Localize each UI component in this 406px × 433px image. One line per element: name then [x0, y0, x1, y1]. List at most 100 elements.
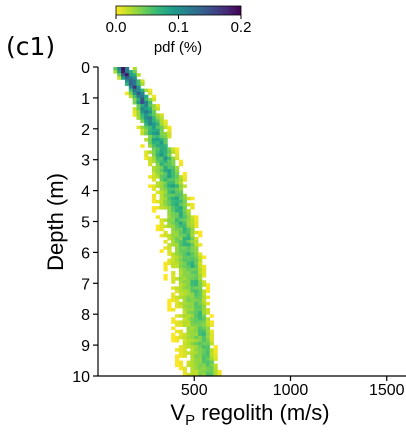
heatmap-cell [163, 162, 168, 167]
heatmap-cell [198, 230, 203, 235]
heatmap-cell [182, 320, 187, 324]
heatmap-cell [175, 286, 180, 290]
heatmap-cell [171, 233, 176, 238]
heatmap-cell [182, 184, 187, 188]
heatmap-cell [190, 274, 195, 278]
heatmap-cell [163, 178, 168, 182]
heatmap-cell [159, 125, 164, 130]
heatmap-cell [148, 159, 153, 164]
heatmap-cell [186, 236, 191, 241]
heatmap-cell [178, 193, 184, 198]
heatmap-cell [163, 187, 168, 191]
heatmap-cell [140, 104, 145, 108]
heatmap-cell [167, 125, 172, 130]
heatmap-cell [178, 227, 184, 232]
heatmap-cell [151, 128, 157, 133]
heatmap-cell [128, 73, 134, 77]
heatmap-cell [194, 224, 199, 229]
heatmap-cell [117, 70, 122, 74]
heatmap-cell [194, 320, 199, 324]
heatmap-cell [167, 172, 172, 176]
heatmap-cell [140, 131, 145, 136]
heatmap-cell [128, 79, 134, 83]
heatmap-cell [182, 255, 187, 259]
heatmap-cell [178, 304, 184, 309]
heatmap-cell [151, 134, 157, 139]
heatmap-cell [186, 221, 191, 225]
heatmap-cell [213, 363, 218, 368]
heatmap-cell [132, 76, 137, 80]
heatmap-cell [171, 150, 176, 154]
heatmap-cell [151, 144, 157, 148]
heatmap-cell [194, 304, 199, 309]
heatmap-cell [190, 221, 195, 225]
colorbar-tick-label: 0.2 [231, 19, 252, 36]
heatmap-cell [167, 206, 172, 210]
heatmap-cell [194, 369, 199, 374]
heatmap-cell [159, 206, 164, 210]
heatmap-cell [194, 363, 199, 368]
heatmap-cell [163, 184, 168, 188]
heatmap-cell [155, 131, 160, 136]
heatmap-cell [186, 335, 191, 340]
colorbar-tick-label: 0.1 [168, 19, 189, 36]
heatmap-cell [136, 82, 141, 86]
heatmap-cell [186, 292, 191, 297]
heatmap-cell [171, 264, 176, 269]
heatmap-cell [163, 168, 168, 173]
heatmap-cell [163, 134, 168, 139]
heatmap-cell [182, 209, 187, 213]
heatmap-cell [148, 125, 153, 130]
heatmap-cell [194, 270, 199, 275]
heatmap-cell [171, 320, 176, 324]
heatmap-cell [155, 138, 160, 142]
heatmap-cell [186, 289, 191, 293]
heatmap-cell [113, 67, 118, 71]
heatmap-cell [178, 178, 184, 182]
heatmap-cell [182, 338, 187, 343]
heatmap-cell [148, 100, 153, 105]
colorbar-tick-label: 0.0 [106, 19, 127, 36]
heatmap-cell [190, 308, 195, 312]
heatmap-cell [194, 243, 199, 247]
heatmap-cell [190, 360, 195, 365]
heatmap-cell [159, 156, 164, 161]
heatmap-cell [175, 301, 180, 306]
heatmap-cell [186, 230, 191, 235]
heatmap-cell [190, 264, 195, 269]
heatmap-cell [178, 240, 184, 244]
heatmap-cell [186, 202, 191, 207]
heatmap-cell [132, 100, 137, 105]
panel-label: (c1) [6, 32, 56, 61]
heatmap-cell [167, 304, 172, 309]
heatmap-cell [144, 156, 149, 161]
heatmap-cell [178, 187, 184, 191]
heatmap-cell [194, 338, 199, 343]
heatmap-cell [175, 196, 180, 201]
heatmap-cell [132, 82, 137, 86]
heatmap-cell [163, 267, 168, 272]
heatmap-cell [159, 196, 164, 201]
heatmap-cell [194, 267, 199, 272]
heatmap-cell [148, 104, 153, 108]
heatmap-cell [144, 94, 149, 99]
heatmap-cell [132, 97, 137, 102]
heatmap-cell [201, 372, 207, 377]
heatmap-cell [163, 175, 168, 179]
heatmap-cell [155, 113, 160, 117]
heatmap-cell [198, 335, 203, 340]
heatmap-cell [205, 317, 211, 321]
heatmap-cell [201, 317, 207, 321]
heatmap-cell [171, 212, 176, 216]
heatmap-cell [148, 119, 153, 124]
heatmap-cell [178, 252, 184, 256]
heatmap-cell [182, 215, 187, 219]
heatmap-cell [155, 159, 160, 164]
heatmap-cell [198, 311, 203, 315]
heatmap-cell [175, 199, 180, 204]
heatmap-cell [175, 181, 180, 185]
heatmap-cell [178, 209, 184, 213]
heatmap-cell [190, 280, 195, 284]
heatmap-cell [140, 91, 145, 96]
heatmap-cell [151, 150, 157, 154]
